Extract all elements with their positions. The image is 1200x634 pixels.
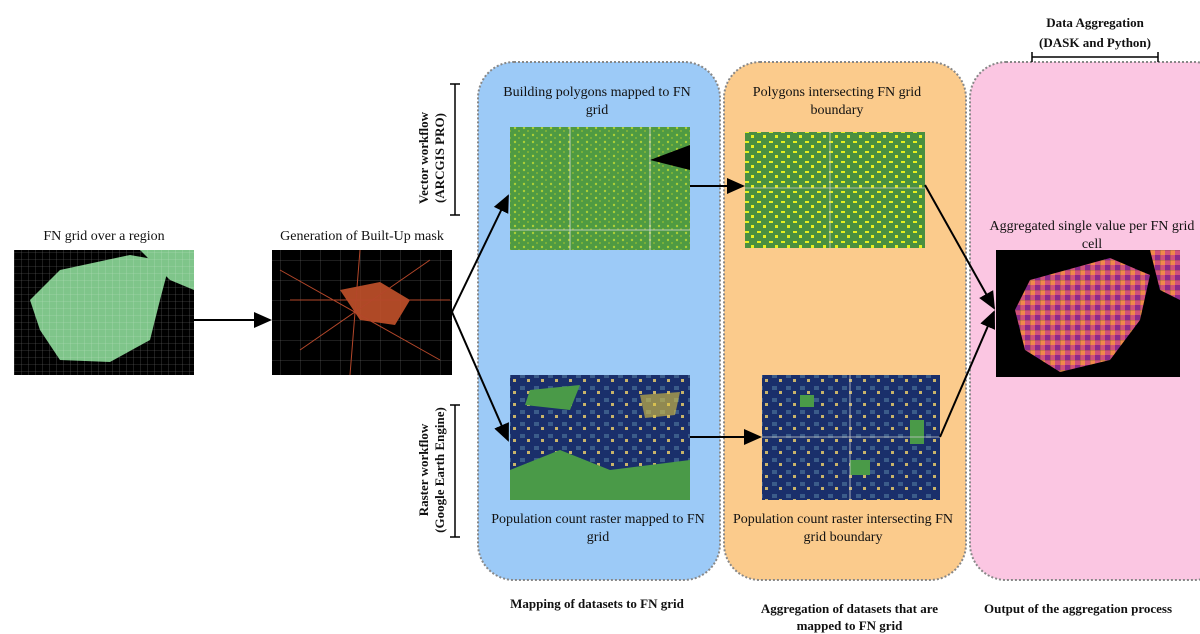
workflow-raster: Raster workflow(Google Earth Engine) [416, 400, 448, 540]
polygons-intersecting-image [745, 132, 925, 248]
node-label: Population count raster mapped to FN gri… [488, 511, 708, 547]
workflow-vector: Vector workflow(ARCGIS PRO) [416, 88, 448, 228]
header-subtitle: (DASK and Python) [995, 34, 1195, 51]
population-intersecting-image [762, 375, 940, 500]
node-label: Building polygons mapped to FN grid [502, 84, 692, 120]
page: Data Aggregation (DASK and Python) Vecto… [0, 0, 1200, 633]
node-label: Polygons intersecting FN grid boundary [742, 84, 932, 120]
workflow-tool: (Google Earth Engine) [432, 407, 447, 533]
workflow-label: Vector workflow [416, 112, 431, 204]
node-label: Generation of Built-Up mask [262, 228, 462, 246]
aggregated-image [996, 250, 1180, 377]
header-title: Data Aggregation [995, 14, 1195, 31]
node-label: FN grid over a region [4, 228, 204, 246]
workflow-label: Raster workflow [416, 424, 431, 517]
fn-grid-image [14, 250, 194, 375]
workflow-tool: (ARCGIS PRO) [432, 113, 447, 203]
panel-caption: Mapping of datasets to FN grid [482, 595, 712, 612]
node-label: Population count raster intersecting FN … [728, 511, 958, 547]
built-up-image [272, 250, 452, 375]
population-raster-image [510, 375, 690, 500]
panel-caption: Aggregation of datasets that are mapped … [752, 600, 947, 634]
building-polygons-image [510, 127, 690, 250]
node-label: Aggregated single value per FN grid cell [978, 218, 1200, 254]
panel-caption: Output of the aggregation process [984, 600, 1200, 617]
